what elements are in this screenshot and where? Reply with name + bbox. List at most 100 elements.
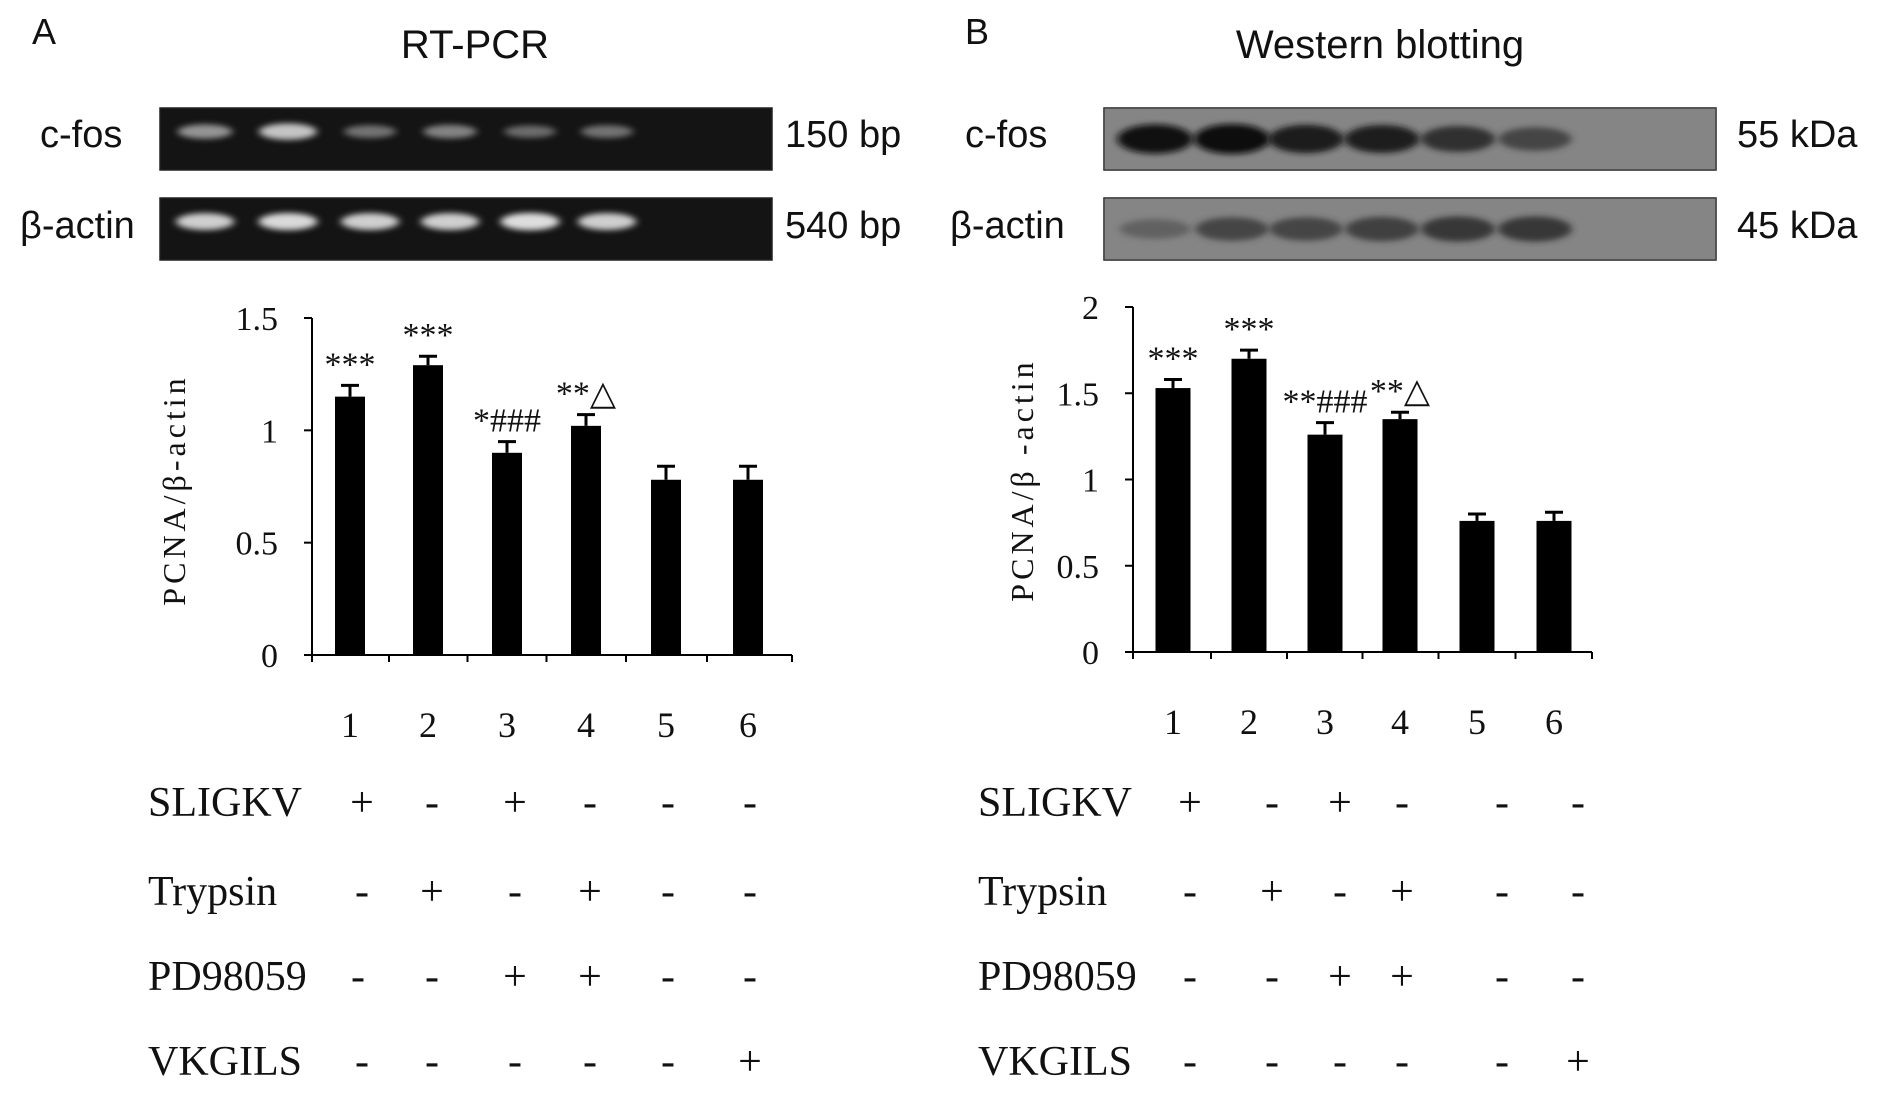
- treatment-mark: -: [1183, 869, 1197, 915]
- panel-a-gel-1-size: 150 bp: [785, 114, 901, 156]
- treatment-mark: +: [1260, 869, 1284, 915]
- y-tick-label: 0: [261, 638, 278, 675]
- treatment-mark: +: [1390, 869, 1414, 915]
- treatment-mark: -: [1495, 1039, 1509, 1085]
- gel-band-2: [258, 212, 318, 231]
- panel-a-treatment-table: SLIGKV + - + - - -Trypsin - + - + - -PD98059- - + + - -VK…: [148, 780, 762, 1085]
- treatment-mark: -: [1495, 869, 1509, 915]
- treatment-mark: +: [1178, 780, 1202, 826]
- treatment-mark: -: [1571, 780, 1585, 826]
- category-label: 1: [341, 705, 359, 745]
- treatment-mark: -: [425, 954, 439, 1000]
- category-label: 4: [577, 705, 595, 745]
- treatment-mark: +: [578, 954, 602, 1000]
- gel-band-6: [577, 213, 637, 230]
- y-tick-label: 2: [1082, 290, 1099, 327]
- y-axis-label: PCNA/β-actin: [156, 374, 192, 605]
- category-label: 6: [739, 705, 757, 745]
- treatment-name: SLIGKV: [148, 780, 302, 826]
- panel-a-gel-beta-actin: [159, 197, 773, 261]
- treatment-mark: -: [1265, 780, 1279, 826]
- bar-4: [571, 425, 601, 655]
- y-axis-label: PCNA/β -actin: [1004, 358, 1040, 601]
- bar-2: [1231, 358, 1267, 652]
- treatment-name: PD98059: [978, 954, 1137, 1000]
- gel-band-4: [420, 213, 480, 230]
- treatment-mark: -: [1333, 1039, 1347, 1085]
- panel-b-gel-1-label: c-fos: [965, 114, 1047, 156]
- treatment-mark: -: [583, 1039, 597, 1085]
- bar-3: [1307, 434, 1343, 652]
- treatment-mark: -: [1265, 954, 1279, 1000]
- gel-band-2: [1194, 124, 1270, 154]
- category-label: 2: [419, 705, 437, 745]
- treatment-mark: -: [1395, 1039, 1409, 1085]
- gel-band-3: [1269, 217, 1343, 241]
- panel-b-gel-2-size: 45 kDa: [1737, 205, 1858, 247]
- treatment-mark: -: [425, 780, 439, 826]
- gel-band-1: [1119, 219, 1191, 239]
- treatment-mark: -: [351, 954, 365, 1000]
- category-label: 6: [1545, 702, 1563, 742]
- panel-a-gel-2-label: β-actin: [20, 205, 135, 247]
- bar-3: [492, 452, 522, 655]
- panel-a-gel-1-label: c-fos: [40, 114, 122, 156]
- treatment-mark: -: [1495, 954, 1509, 1000]
- y-tick-label: 1.5: [236, 301, 279, 338]
- panel-b-letter: B: [965, 11, 989, 52]
- treatment-mark: -: [1395, 780, 1409, 826]
- gel-band-5: [1421, 216, 1495, 242]
- panel-b-treatment-table: SLIGKV + - + - - -Trypsin - + - + - -PD98059- - + + - -VK…: [978, 780, 1590, 1085]
- significance-label: ***: [1224, 311, 1275, 348]
- treatment-mark: +: [1328, 954, 1352, 1000]
- gel-band-4: [1344, 124, 1420, 154]
- y-tick-label: 1: [261, 413, 278, 450]
- treatment-name: VKGILS: [148, 1039, 302, 1085]
- y-tick-label: 1.5: [1057, 376, 1100, 413]
- category-label: 5: [657, 705, 675, 745]
- bar-5: [1459, 520, 1495, 652]
- gel-band-6: [1498, 216, 1572, 242]
- treatment-name: SLIGKV: [978, 780, 1132, 826]
- treatment-mark: -: [661, 1039, 675, 1085]
- treatment-mark: -: [1571, 869, 1585, 915]
- panel-b-gel-2-label: β-actin: [950, 205, 1065, 247]
- gel-band-2: [1195, 217, 1269, 241]
- treatment-mark: -: [1495, 780, 1509, 826]
- treatment-mark: -: [743, 780, 757, 826]
- category-label: 1: [1164, 702, 1182, 742]
- panel-b-title: Western blotting: [1236, 23, 1524, 67]
- treatment-mark: -: [508, 1039, 522, 1085]
- panel-a-gel-2-size: 540 bp: [785, 205, 901, 247]
- gel-band-3: [343, 125, 397, 138]
- significance-label: **△: [556, 376, 617, 413]
- category-label: 4: [1391, 702, 1409, 742]
- treatment-mark: +: [1566, 1039, 1590, 1085]
- panel-a-gel-c-fos: [159, 107, 773, 171]
- significance-label: *###: [473, 403, 541, 440]
- panel-b-bar-chart: 0 0.5 1 1.5 2 PCNA/β -actin *** 1 *** 2 **### 3 **△ 4…: [1004, 290, 1593, 742]
- gel-background: [159, 197, 773, 261]
- gel-band-6: [580, 125, 634, 138]
- significance-label: ***: [1148, 340, 1199, 377]
- category-label: 5: [1468, 702, 1486, 742]
- y-tick-label: 0.5: [236, 526, 279, 563]
- significance-label: **△: [1370, 373, 1431, 410]
- gel-band-5: [500, 212, 560, 231]
- significance-label: **###: [1283, 384, 1368, 421]
- treatment-mark: -: [743, 869, 757, 915]
- panel-b-gel-1-size: 55 kDa: [1737, 114, 1858, 156]
- treatment-mark: -: [355, 869, 369, 915]
- panel-b-gel-c-fos: [1103, 107, 1717, 171]
- treatment-mark: +: [738, 1039, 762, 1085]
- treatment-name: VKGILS: [978, 1039, 1132, 1085]
- treatment-mark: -: [1571, 954, 1585, 1000]
- treatment-mark: -: [508, 869, 522, 915]
- panel-a-letter: A: [32, 11, 56, 52]
- bar-1: [335, 396, 365, 655]
- treatment-mark: +: [503, 954, 527, 1000]
- y-tick-label: 1: [1082, 463, 1099, 500]
- y-tick-label: 0: [1082, 635, 1099, 672]
- treatment-mark: -: [1183, 954, 1197, 1000]
